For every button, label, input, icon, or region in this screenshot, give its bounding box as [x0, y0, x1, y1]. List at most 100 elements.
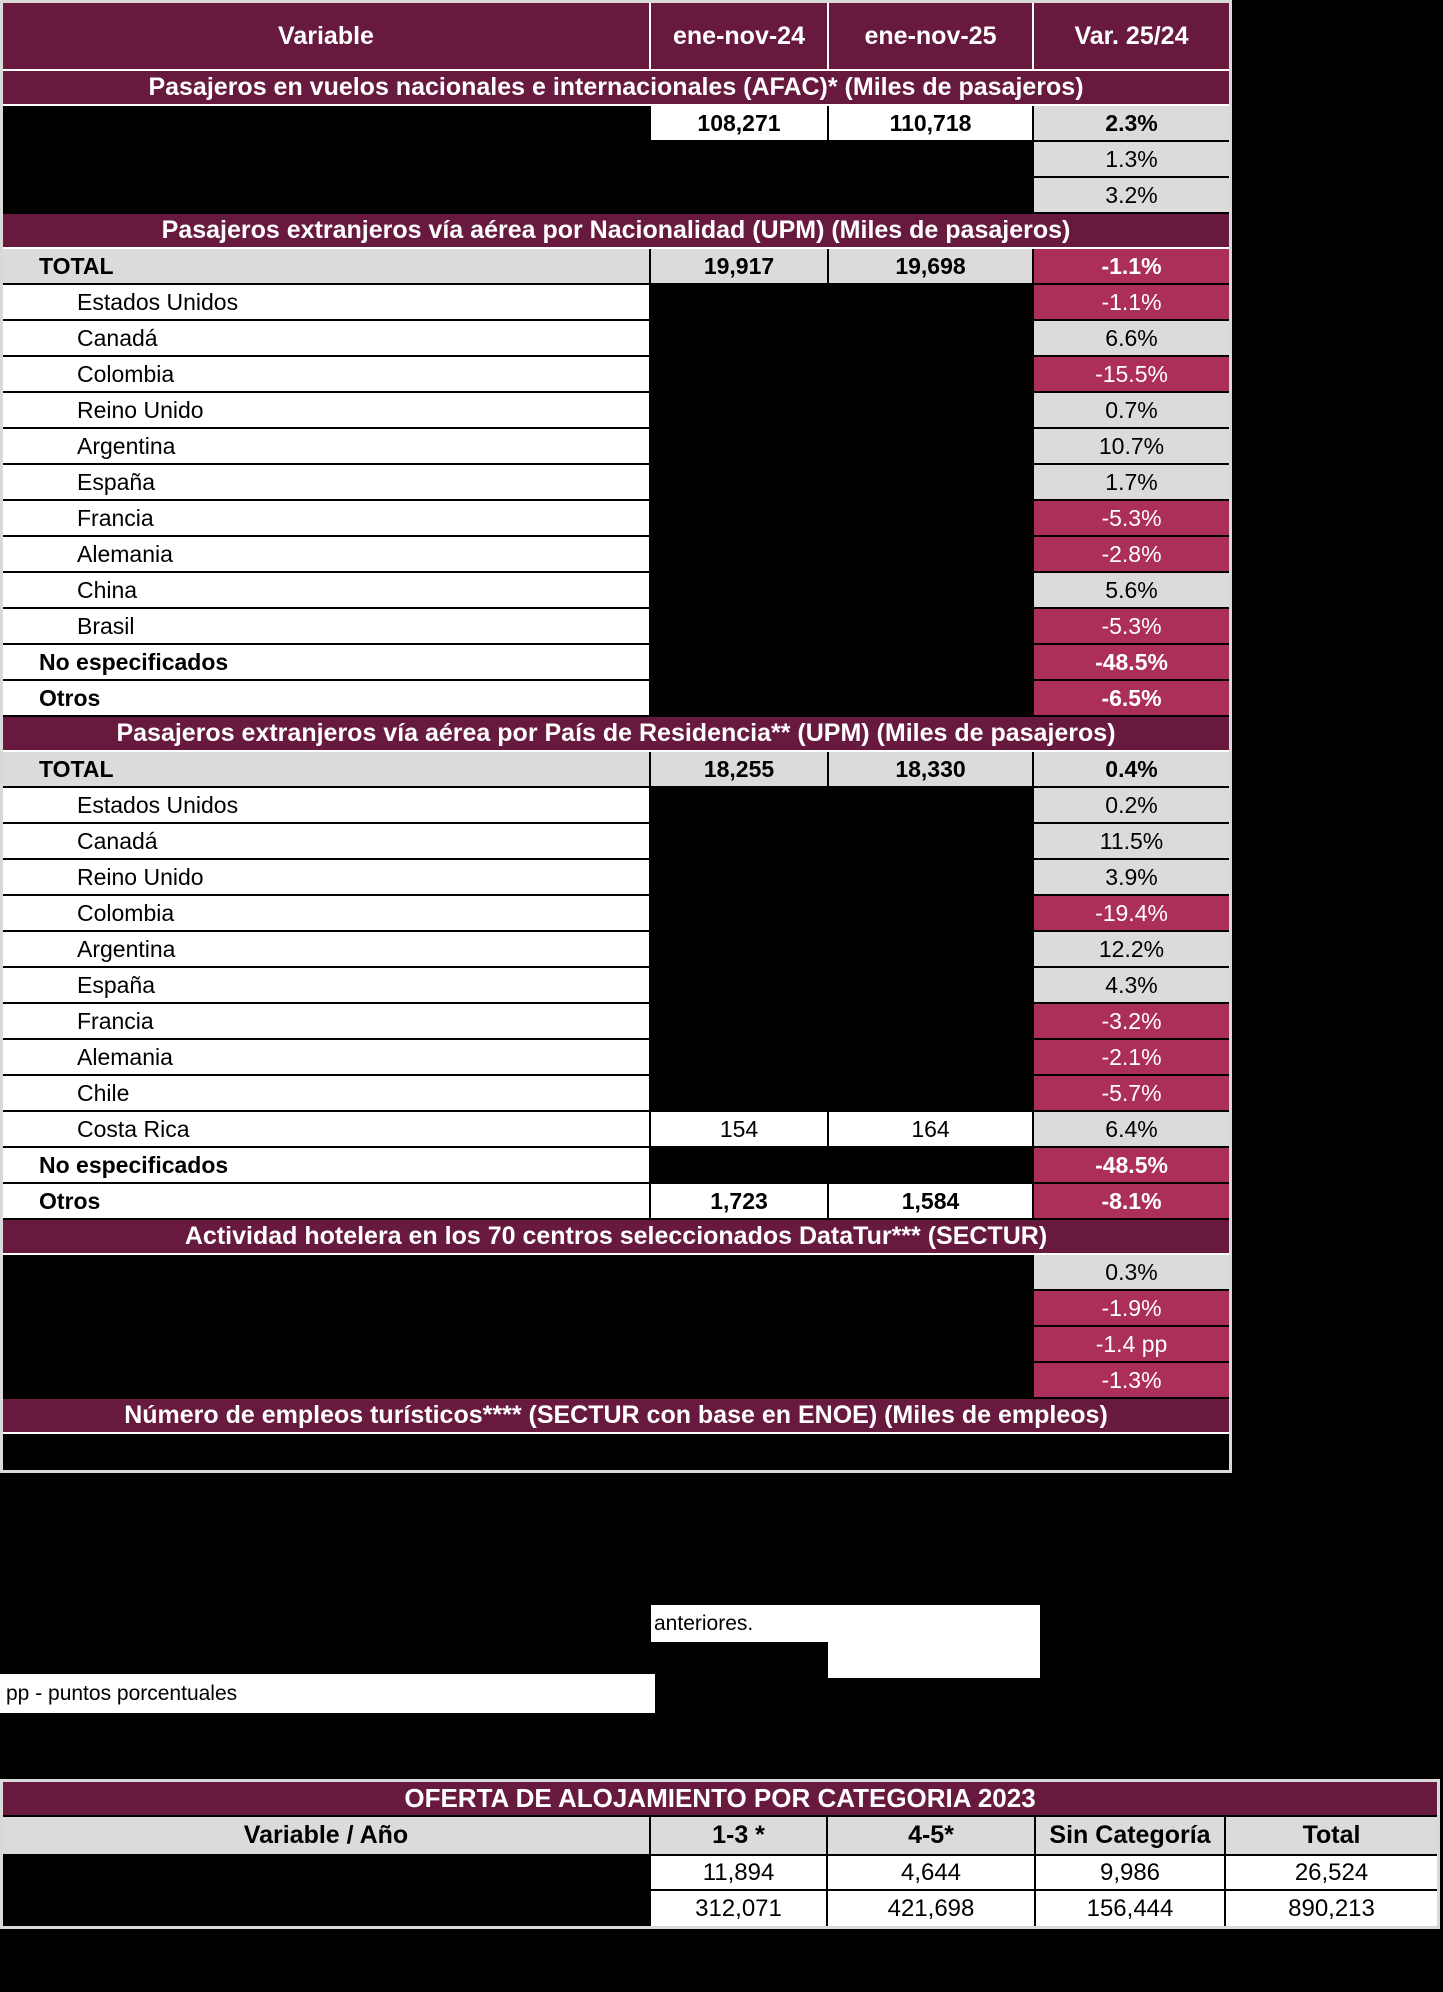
- table-row: 312,071 421,698 156,444 890,213: [3, 1891, 1438, 1926]
- redacted-value-cell: [829, 1148, 1034, 1184]
- bottom-table-header-row: Variable / Año 1-3 * 4-5* Sin Categoría …: [3, 1817, 1438, 1856]
- redacted-value-cell: [829, 932, 1034, 968]
- redacted-value-cell: [829, 285, 1034, 321]
- redacted-value-cell: [651, 1004, 829, 1040]
- redacted-value-cell: [829, 1255, 1034, 1291]
- row-label: España: [3, 968, 651, 1004]
- row-label: Estados Unidos: [3, 788, 651, 824]
- row-label: Brasil: [3, 609, 651, 645]
- redacted-value-cell: [651, 1291, 829, 1327]
- table-row: China 5.6%: [3, 573, 1229, 609]
- row-label: No especificados: [3, 1148, 651, 1184]
- section-row: Actividad hotelera en los 70 centros sel…: [3, 1220, 1229, 1255]
- var-value: -19.4%: [1034, 896, 1229, 932]
- table-row: Canadá 11.5%: [3, 824, 1229, 860]
- redacted-label-cell: [3, 1291, 651, 1327]
- redacted-value-cell: [651, 1255, 829, 1291]
- row-label: Costa Rica: [3, 1112, 651, 1148]
- redacted-label-cell: [3, 1891, 651, 1926]
- var-value: -6.5%: [1034, 681, 1229, 717]
- value-cell: 421,698: [828, 1891, 1036, 1926]
- table-row: Alemania -2.1%: [3, 1040, 1229, 1076]
- redacted-value-cell: [829, 788, 1034, 824]
- redacted-value-cell: [651, 681, 829, 717]
- redacted-value-cell: [651, 393, 829, 429]
- row-label: Canadá: [3, 321, 651, 357]
- redacted-value-cell: [829, 1291, 1034, 1327]
- value-cell: 890,213: [1226, 1891, 1438, 1926]
- table-row: Estados Unidos -1.1%: [3, 285, 1229, 321]
- redacted-value-cell: [651, 1327, 829, 1363]
- redacted-value-cell: [651, 1434, 829, 1470]
- redacted-label-cell: [3, 1255, 651, 1291]
- note-fragment-pp: pp - puntos porcentuales: [0, 1674, 655, 1713]
- row-label: España: [3, 465, 651, 501]
- redacted-value-cell: [651, 429, 829, 465]
- var-value: 5.6%: [1034, 573, 1229, 609]
- redacted-label-cell: [3, 1327, 651, 1363]
- var-value: 6.6%: [1034, 321, 1229, 357]
- table-row: Canadá 6.6%: [3, 321, 1229, 357]
- table-row: -1.4 pp: [3, 1327, 1229, 1363]
- table-row: Brasil -5.3%: [3, 609, 1229, 645]
- value-ene-nov-25: 110,718: [829, 106, 1034, 142]
- row-label: Colombia: [3, 357, 651, 393]
- table-row: 0.3%: [3, 1255, 1229, 1291]
- row-label: Francia: [3, 501, 651, 537]
- column-header-ene-nov-25: ene-nov-25: [829, 3, 1034, 71]
- row-label: Canadá: [3, 824, 651, 860]
- section-title-bar: Número de empleos turísticos**** (SECTUR…: [3, 1399, 1229, 1434]
- redacted-value-cell: [829, 537, 1034, 573]
- top-table-body: Pasajeros en vuelos nacionales e interna…: [3, 71, 1229, 1470]
- table-row: Francia -3.2%: [3, 1004, 1229, 1040]
- redacted-value-cell: [829, 645, 1034, 681]
- section-row: Pasajeros en vuelos nacionales e interna…: [3, 71, 1229, 106]
- redacted-value-cell: [651, 285, 829, 321]
- table-row: No especificados -48.5%: [3, 645, 1229, 681]
- var-value: -1.9%: [1034, 1291, 1229, 1327]
- redacted-value-cell: [651, 788, 829, 824]
- redacted-value-cell: [829, 860, 1034, 896]
- redacted-value-cell: [651, 142, 829, 178]
- redacted-value-cell: [651, 1363, 829, 1399]
- var-value: 0.4%: [1034, 752, 1229, 788]
- section-row: Número de empleos turísticos**** (SECTUR…: [3, 1399, 1229, 1434]
- row-label: Otros: [3, 1184, 651, 1220]
- table-row: 11,894 4,644 9,986 26,524: [3, 1856, 1438, 1891]
- table-row: Colombia -15.5%: [3, 357, 1229, 393]
- table-row: Costa Rica 154 164 6.4%: [3, 1112, 1229, 1148]
- bottom-table-body: OFERTA DE ALOJAMIENTO POR CATEGORIA 2023…: [3, 1782, 1438, 1926]
- table-row: Colombia -19.4%: [3, 896, 1229, 932]
- table-row: TOTAL 19,917 19,698 -1.1%: [3, 249, 1229, 285]
- value-ene-nov-24: 108,271: [651, 106, 829, 142]
- value-ene-nov-25: 19,698: [829, 249, 1034, 285]
- value-ene-nov-24: 19,917: [651, 249, 829, 285]
- redacted-value-cell: [651, 178, 829, 214]
- column-header-1-3-stars: 1-3 *: [651, 1817, 828, 1856]
- redacted-value-cell: [829, 609, 1034, 645]
- table-row: Argentina 12.2%: [3, 932, 1229, 968]
- var-value: 10.7%: [1034, 429, 1229, 465]
- table-row: No especificados -48.5%: [3, 1148, 1229, 1184]
- section-title-bar: Pasajeros extranjeros vía aérea por Naci…: [3, 214, 1229, 249]
- section-row: Pasajeros extranjeros vía aérea por País…: [3, 717, 1229, 752]
- var-value: 3.9%: [1034, 860, 1229, 896]
- var-value: -8.1%: [1034, 1184, 1229, 1220]
- redacted-value-cell: [829, 1040, 1034, 1076]
- redacted-value-cell: [829, 824, 1034, 860]
- table-row: Estados Unidos 0.2%: [3, 788, 1229, 824]
- lodging-offer-table: OFERTA DE ALOJAMIENTO POR CATEGORIA 2023…: [0, 1779, 1440, 1929]
- redacted-label-cell: [3, 1434, 651, 1470]
- value-cell: 9,986: [1036, 1856, 1226, 1891]
- value-cell: 4,644: [828, 1856, 1036, 1891]
- redacted-value-cell: [829, 178, 1034, 214]
- bottom-table-title: OFERTA DE ALOJAMIENTO POR CATEGORIA 2023: [3, 1782, 1438, 1817]
- var-value: -1.3%: [1034, 1363, 1229, 1399]
- redacted-value-cell: [829, 429, 1034, 465]
- redacted-value-cell: [651, 357, 829, 393]
- row-label: Otros: [3, 681, 651, 717]
- note-blank-box: [828, 1642, 1040, 1678]
- section-row: Pasajeros extranjeros vía aérea por Naci…: [3, 214, 1229, 249]
- var-value: 4.3%: [1034, 968, 1229, 1004]
